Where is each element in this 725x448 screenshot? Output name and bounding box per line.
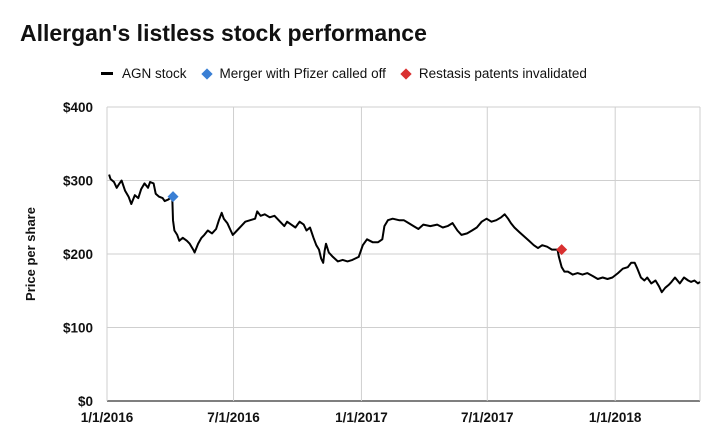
x-tick-label: 1/1/2016 <box>81 410 134 425</box>
legend-item-agn-stock: AGN stock <box>101 66 187 81</box>
marker-restasis-invalidated <box>556 244 568 256</box>
marker-merger-called-off <box>167 191 179 203</box>
y-tick-label: $300 <box>63 174 93 189</box>
y-tick-label: $400 <box>63 100 93 115</box>
legend-label-agn-stock: AGN stock <box>122 66 187 81</box>
x-tick-label: 1/1/2018 <box>589 410 642 425</box>
legend-label-restasis: Restasis patents invalidated <box>418 66 587 81</box>
series-layer <box>108 174 701 294</box>
legend-item-merger: Merger with Pfizer called off <box>200 66 386 81</box>
event-markers <box>167 191 568 256</box>
legend-item-restasis: Restasis patents invalidated <box>400 66 587 81</box>
chart-legend: AGN stock Merger with Pfizer called off … <box>101 66 603 81</box>
chart-title: Allergan's listless stock performance <box>20 20 427 46</box>
y-tick-label: $200 <box>63 247 93 262</box>
grid-lines <box>106 106 701 402</box>
y-axis-ticks: $0 $100 $200 $300 $400 <box>63 100 93 409</box>
y-axis-label: Price per share <box>23 207 38 301</box>
x-tick-label: 1/1/2017 <box>335 410 388 425</box>
x-tick-label: 7/1/2017 <box>461 410 514 425</box>
legend-label-merger: Merger with Pfizer called off <box>219 66 386 81</box>
x-axis-ticks: 1/1/2016 7/1/2016 1/1/2017 7/1/2017 1/1/2018 <box>81 410 642 425</box>
y-tick-label: $0 <box>78 394 93 409</box>
legend-line-swatch <box>101 72 113 75</box>
y-tick-label: $100 <box>63 321 93 336</box>
x-tick-label: 7/1/2016 <box>207 410 260 425</box>
series-line-agn-stock <box>108 174 701 294</box>
